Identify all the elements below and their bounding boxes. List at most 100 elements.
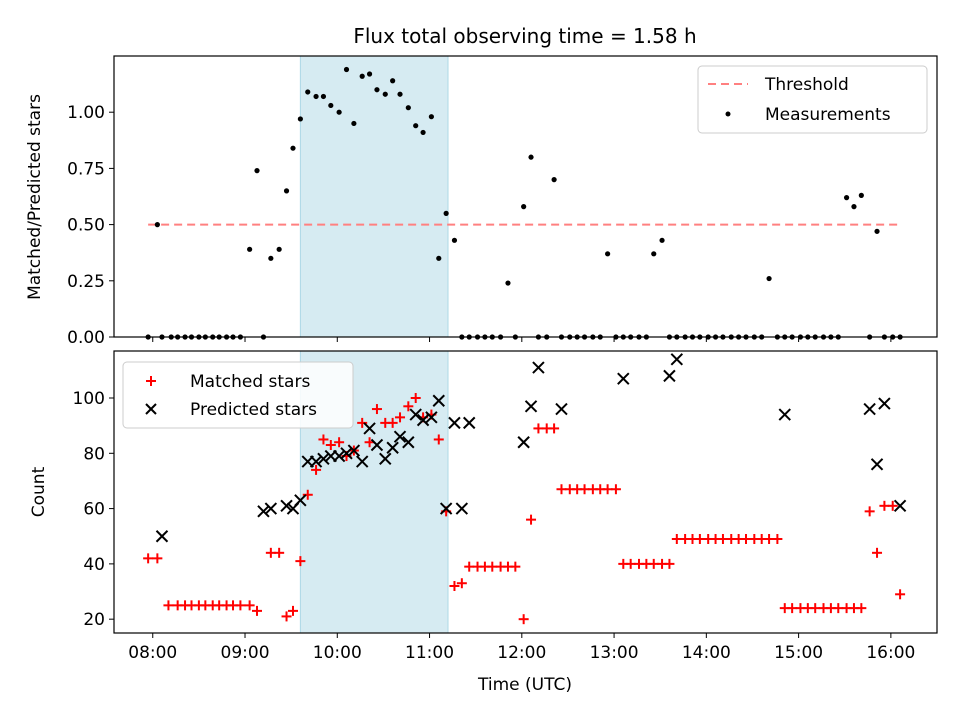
predicted-star-point	[294, 494, 307, 507]
measurement-point	[254, 168, 260, 174]
matched-star-point	[274, 547, 285, 558]
matched-star-point	[295, 556, 306, 567]
predicted-star-point	[379, 452, 392, 466]
predicted-star-point	[317, 452, 330, 466]
bottom-y-tick-label: 100	[73, 389, 105, 409]
measurement-point	[374, 87, 380, 93]
top-legend-box	[697, 65, 928, 134]
measurement-point	[436, 255, 442, 261]
measurement-point	[276, 246, 282, 252]
predicted-star-point	[778, 408, 791, 421]
legend-matched-label: Matched stars	[190, 372, 310, 392]
matched-star-point	[872, 547, 883, 558]
matched-star-point	[856, 603, 867, 614]
matched-star-point	[252, 605, 263, 616]
measurement-point	[843, 195, 850, 201]
top-y-tick-label: 0.25	[67, 272, 105, 292]
bottom-y-tick-label: 20	[83, 610, 105, 630]
measurement-point	[305, 89, 311, 95]
predicted-star-point	[386, 441, 399, 454]
top-y-ticks: 0.00 0.25 0.50 0.75 1.00	[67, 103, 114, 348]
measurement-point	[528, 154, 534, 160]
bottom-y-tick-label: 40	[83, 555, 105, 575]
predicted-star-point	[455, 502, 469, 515]
top-x-ticks	[152, 337, 892, 342]
predicted-star-point	[155, 530, 169, 543]
measurement-point	[247, 246, 253, 252]
predicted-star-point	[340, 447, 353, 460]
matched-star-point	[664, 558, 675, 569]
top-y-tick-label: 0.00	[67, 328, 105, 348]
matched-star-point	[371, 404, 382, 415]
measurement-point	[382, 91, 388, 97]
matched-star-point	[403, 401, 414, 412]
legend-matched-swatch	[146, 376, 156, 386]
matched-star-point	[433, 434, 444, 445]
matched-stars-points	[143, 393, 906, 625]
measurement-point	[290, 145, 296, 151]
legend-measurements-swatch	[725, 111, 731, 117]
predicted-star-point	[347, 444, 361, 457]
matched-star-point	[281, 611, 292, 622]
measurement-point	[428, 114, 434, 120]
predicted-star-point	[393, 430, 407, 443]
measurement-point	[283, 188, 290, 194]
predicted-star-point	[463, 416, 476, 430]
matched-star-point	[325, 440, 336, 450]
matched-star-point	[395, 412, 406, 423]
top-legend: Threshold Measurements	[697, 65, 928, 134]
bottom-y-ticks: 20 40 60 80 100	[73, 389, 114, 630]
top-y-tick-label: 1.00	[67, 103, 105, 123]
measurement-point	[420, 129, 426, 136]
measurement-point	[390, 78, 396, 84]
measurement-point	[313, 93, 319, 100]
measurement-point	[343, 66, 350, 73]
predicted-star-point	[409, 408, 422, 421]
bottom-panel: 20 40 60 80 100 08:00 09:00 10:00 11:00 12:00 13:…	[29, 350, 938, 695]
legend-predicted-label: Predicted stars	[190, 400, 317, 420]
predicted-star-point	[363, 422, 376, 435]
bottom-legend: Matched stars Predicted stars	[122, 361, 354, 429]
matched-star-point	[410, 393, 421, 403]
predicted-star-point	[425, 411, 438, 424]
measurement-point	[851, 204, 857, 210]
matched-star-point	[302, 489, 313, 500]
measurement-point	[874, 228, 880, 234]
bottom-y-axis-label: Count	[29, 466, 49, 517]
matched-star-point	[152, 553, 163, 564]
bottom-x-tick-label: 10:00	[313, 643, 362, 663]
bottom-x-tick-label: 11:00	[405, 643, 454, 663]
predicted-star-point	[870, 458, 884, 471]
matched-star-point	[610, 484, 621, 495]
predicted-star-point	[532, 361, 545, 374]
matched-star-point	[895, 589, 906, 600]
bottom-x-tick-label: 09:00	[221, 643, 270, 663]
matched-star-point	[143, 553, 154, 564]
legend-threshold-label: Threshold	[764, 75, 849, 95]
matched-star-point	[864, 506, 875, 517]
predicted-star-point	[280, 499, 293, 513]
matched-star-point	[887, 500, 898, 511]
predicted-star-point	[448, 416, 461, 430]
measurement-point	[328, 102, 334, 109]
measurement-point	[359, 73, 365, 79]
bottom-legend-box	[122, 361, 354, 429]
measurement-point	[766, 275, 772, 282]
matched-star-point	[235, 600, 246, 611]
bottom-x-tick-label: 15:00	[774, 643, 823, 663]
matched-star-point	[311, 464, 322, 475]
matched-star-point	[357, 417, 368, 428]
predicted-star-point	[416, 413, 430, 427]
predicted-stars-points	[155, 353, 907, 543]
bottom-x-tick-label: 14:00	[682, 643, 731, 663]
measurement-point	[154, 222, 160, 228]
matched-star-point	[387, 417, 398, 428]
matched-star-point	[772, 534, 783, 544]
top-axes-frame	[113, 55, 938, 338]
measurement-point	[320, 93, 327, 100]
matched-star-point	[526, 514, 537, 525]
predicted-star-point	[663, 369, 676, 383]
bottom-y-tick-label: 80	[83, 444, 105, 464]
matched-star-point	[334, 437, 345, 448]
